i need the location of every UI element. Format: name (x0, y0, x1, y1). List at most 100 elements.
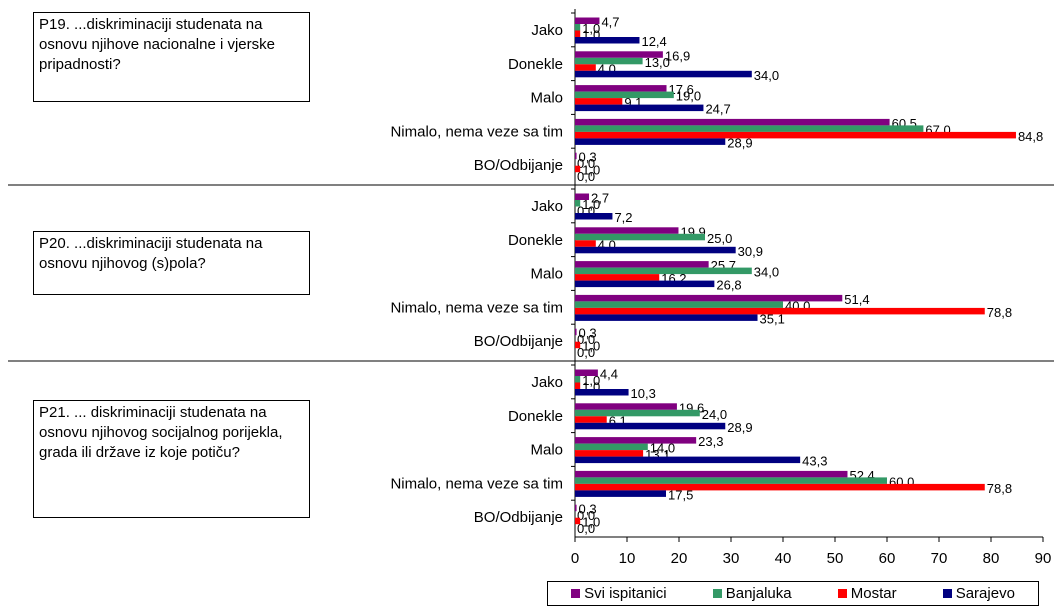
bar (575, 227, 679, 234)
data-label: 2,7 (591, 191, 609, 206)
data-label: 23,3 (698, 434, 723, 449)
bar (575, 24, 581, 31)
data-label: 1,0 (582, 373, 600, 388)
x-tick-label: 60 (879, 550, 896, 567)
bar (575, 274, 660, 281)
legend-swatch-banjaluka (712, 589, 722, 598)
bar (575, 64, 596, 71)
category-label: Jako (531, 22, 563, 39)
x-tick-label: 50 (827, 550, 844, 567)
bar (575, 70, 752, 78)
bar (575, 261, 709, 268)
bar (575, 314, 758, 321)
data-label: 1,0 (582, 197, 600, 212)
bar (575, 416, 607, 423)
bar (575, 267, 752, 275)
bar (575, 152, 577, 160)
category-label: Malo (530, 90, 563, 107)
data-label: 0,0 (577, 521, 595, 536)
bar (575, 422, 726, 430)
bar (575, 456, 801, 464)
legend-swatch-mostar (837, 589, 847, 598)
data-label: 0,3 (579, 502, 597, 517)
legend-label-mostar: Mostar (850, 585, 897, 602)
bar (575, 118, 890, 126)
bar (575, 125, 924, 132)
bar (575, 477, 887, 484)
bar (575, 490, 666, 497)
bar (575, 382, 581, 389)
bar (575, 409, 700, 417)
bar (575, 389, 629, 396)
bar (575, 30, 581, 37)
data-label: 51,4 (844, 292, 869, 307)
data-label: 14,0 (650, 441, 675, 456)
data-label: 16,9 (665, 48, 690, 63)
data-label: 0,0 (577, 508, 595, 523)
legend-item-mostar: Mostar (837, 585, 897, 602)
bar (575, 280, 715, 288)
data-label: 1,0 (582, 515, 600, 530)
legend-label-svi: Svi ispitanici (584, 585, 667, 602)
bar (575, 328, 577, 336)
bar (575, 301, 783, 308)
bar (575, 450, 644, 457)
data-label: 0,0 (577, 169, 595, 184)
legend-item-banjaluka: Banjaluka (712, 585, 792, 602)
data-label: 35,1 (760, 311, 785, 326)
legend-item-svi: Svi ispitanici (571, 585, 667, 602)
data-label: 26,8 (716, 278, 741, 293)
question-text-p21: P21. ... diskriminaciji studenata na osn… (39, 404, 283, 461)
data-label: 17,5 (668, 487, 693, 502)
data-label: 19,0 (676, 89, 701, 104)
bar (575, 341, 581, 349)
bar (575, 307, 985, 315)
data-label: 1,0 (582, 21, 600, 36)
bar (575, 91, 674, 99)
bar (575, 104, 704, 112)
category-label: Jako (531, 374, 563, 391)
bar (575, 37, 640, 44)
question-text-p19: P19. ...diskriminaciji studenata na osno… (39, 16, 275, 73)
legend-swatch-svi (571, 589, 581, 598)
bar (575, 240, 596, 247)
bar (575, 437, 697, 444)
data-label: 4,4 (600, 367, 618, 382)
x-tick-label: 30 (723, 550, 740, 567)
question-box-p19: P19. ...diskriminaciji studenata na osno… (33, 12, 310, 102)
data-label: 12,4 (641, 34, 666, 49)
data-label: 34,0 (754, 68, 779, 83)
data-label: 43,3 (802, 454, 827, 469)
question-box-p20: P20. ...diskriminaciji studenata na osno… (33, 231, 310, 295)
bar (575, 138, 726, 145)
category-label: Donekle (508, 56, 563, 73)
bar (575, 504, 577, 512)
data-label: 0,3 (579, 150, 597, 165)
x-tick-label: 90 (1035, 550, 1052, 567)
data-label: 24,7 (705, 102, 730, 117)
category-label: BO/Odbijanje (474, 509, 563, 526)
bar (575, 294, 843, 302)
bar (575, 85, 667, 92)
question-box-p21: P21. ... diskriminaciji studenata na osn… (33, 400, 310, 518)
x-tick-label: 40 (775, 550, 792, 567)
category-label: Nimalo, nema veze sa tim (390, 123, 563, 140)
data-label: 0,3 (579, 326, 597, 341)
bar (575, 246, 736, 254)
data-label: 7,2 (614, 210, 632, 225)
category-label: Malo (530, 266, 563, 283)
bar (575, 131, 1016, 139)
data-label: 1,0 (582, 163, 600, 178)
data-label: 25,0 (707, 231, 732, 246)
legend-label-sarajevo: Sarajevo (955, 585, 1015, 602)
data-label: 4,7 (601, 15, 619, 30)
data-label: 0,0 (577, 156, 595, 171)
bar (575, 200, 581, 207)
bar (575, 98, 623, 105)
category-label: Nimalo, nema veze sa tim (390, 475, 563, 492)
legend-item-sarajevo: Sarajevo (942, 585, 1015, 602)
bar (575, 443, 648, 451)
category-label: BO/Odbijanje (474, 157, 563, 174)
bar (575, 483, 985, 491)
x-tick-label: 20 (671, 550, 688, 567)
